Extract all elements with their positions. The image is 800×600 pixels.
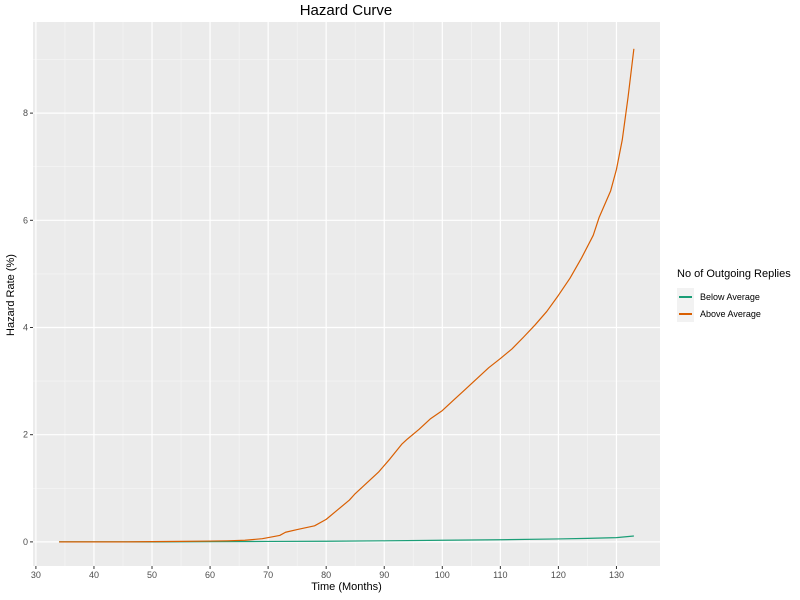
y-tick-label: 4	[23, 322, 28, 332]
x-tick-label: 30	[31, 570, 41, 580]
legend-label-below-average: Below Average	[700, 291, 760, 302]
y-tick-label: 0	[23, 537, 28, 547]
y-tick-label: 8	[23, 108, 28, 118]
x-tick-label: 40	[89, 570, 99, 580]
x-tick-label: 120	[551, 570, 566, 580]
legend-item-below-average: Below Average	[677, 288, 791, 305]
x-tick-label: 80	[321, 570, 331, 580]
x-tick-label: 130	[609, 570, 624, 580]
legend-key-above-average	[677, 305, 694, 322]
x-axis-ticks: 30 40 50 60 70 80 90 100 110 120 130	[31, 566, 624, 580]
major-gridlines	[33, 22, 660, 566]
legend: No of Outgoing Replies Below Average Abo…	[677, 268, 791, 322]
x-tick-label: 50	[147, 570, 157, 580]
x-tick-label: 110	[493, 570, 507, 580]
x-axis-title: Time (Months)	[311, 581, 382, 593]
x-tick-label: 60	[205, 570, 215, 580]
legend-title: No of Outgoing Replies	[677, 268, 791, 280]
x-tick-label: 100	[435, 570, 450, 580]
y-axis-ticks: 0 2 4 6 8	[23, 108, 33, 547]
series-line-above-average	[59, 48, 635, 543]
chart-title: Hazard Curve	[299, 2, 393, 19]
legend-label-above-average: Above Average	[700, 308, 761, 319]
x-tick-label: 90	[379, 570, 389, 580]
y-axis-title: Hazard Rate (%)	[5, 254, 17, 336]
x-tick-label: 70	[263, 570, 273, 580]
plot-panel	[33, 22, 660, 566]
y-tick-label: 2	[23, 430, 28, 440]
legend-key-below-average	[677, 288, 694, 305]
series-lines	[59, 48, 635, 543]
legend-item-above-average: Above Average	[677, 305, 791, 322]
y-tick-label: 6	[23, 215, 28, 225]
